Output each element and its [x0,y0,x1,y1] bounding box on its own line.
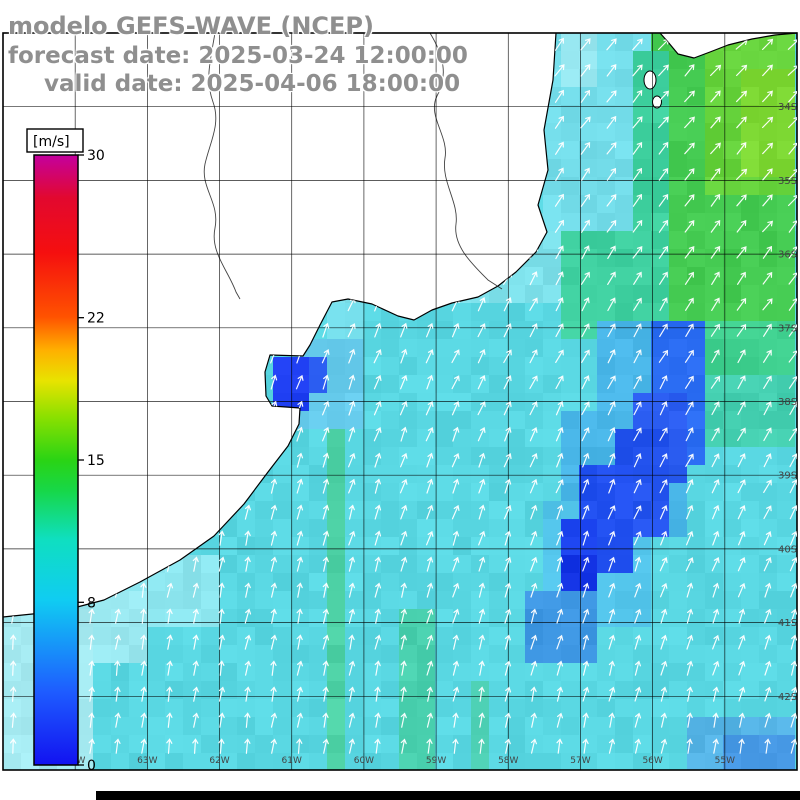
island-outline [643,70,657,90]
color-scale-bar [33,154,79,766]
lat-label: 40S [778,544,797,555]
lon-label: 57W [570,756,590,766]
color-scale-tick-label: 30 [87,148,105,164]
lat-label: 38S [778,397,797,408]
color-scale-tick-label: 0 [87,758,96,774]
islands [643,70,662,109]
color-scale-tick-label: 15 [87,453,105,469]
coastline-uruguay [659,32,798,59]
map-border [2,32,798,771]
color-scale-tick-label: 22 [87,311,105,327]
ocean-speed-cells [3,33,797,770]
lon-label: 61W [282,756,302,766]
island-outline [652,95,662,109]
bottom-bar [96,791,800,800]
unit-label-box [26,128,84,153]
lon-label: 62W [209,756,229,766]
coastline [2,32,798,618]
lat-label: 39S [778,471,797,482]
lat-label: 34S [778,102,797,113]
lon-label: 55W [715,756,735,766]
color-scale: [m/s] 30 22 15 8 0 [26,128,105,774]
unit-label: [m/s] [33,134,70,150]
grid-lines [3,33,797,770]
inland-border-line [429,32,503,290]
lon-label: 59W [426,756,446,766]
model-title: modelo GEFS-WAVE (NCEP) [8,12,374,40]
latitude-labels: 34S 35S 36S 37S 38S 39S 40S 41S 42S [778,102,797,703]
lon-label: 58W [498,756,518,766]
lat-label: 36S [778,250,797,261]
lon-label: 60W [354,756,374,766]
lon-label: 56W [642,756,662,766]
coastline-argentina [2,32,557,618]
lat-label: 35S [778,176,797,187]
color-scale-ticks: 30 22 15 8 0 [78,148,105,774]
lat-label: 37S [778,323,797,334]
lat-label: 41S [778,618,797,629]
lat-label: 42S [778,692,797,703]
forecast-date: forecast date: 2025-03-24 12:00:00 [8,43,468,69]
valid-date: valid date: 2025-04-06 18:00:00 [44,71,461,97]
lon-label: 63W [137,756,157,766]
color-scale-tick-label: 8 [87,595,96,611]
